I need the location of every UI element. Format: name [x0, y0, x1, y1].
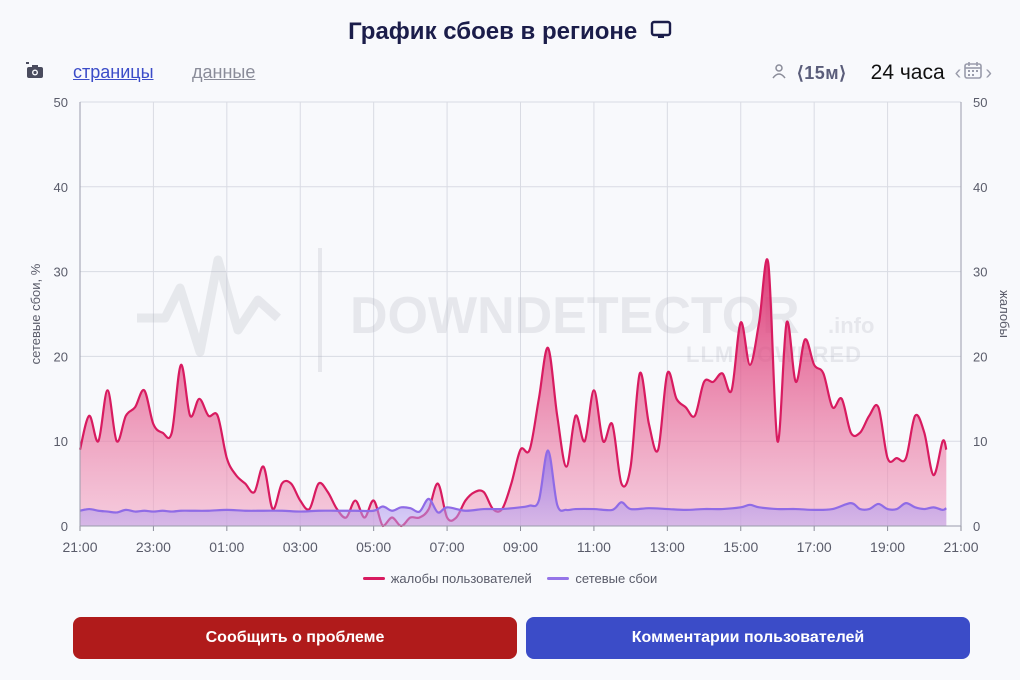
page-title-text: График сбоев в регионе [348, 18, 638, 45]
x-tick-label: 09:00 [503, 539, 538, 555]
time-controls: ⟨15м⟩ 24 часа ‹ › [771, 60, 992, 86]
series-layer [78, 258, 948, 528]
chevron-left-icon[interactable]: ‹ [954, 61, 962, 84]
y-tick-label-left: 20 [54, 349, 68, 364]
y-tick-label-left: 40 [54, 180, 68, 195]
watermark-suffix: .info [828, 313, 874, 338]
x-tick-label: 13:00 [650, 539, 685, 555]
y-tick-label-right: 30 [973, 265, 987, 280]
x-tick-label: 07:00 [430, 539, 465, 555]
pages-link[interactable]: страницы [73, 62, 154, 82]
user-icon[interactable] [771, 63, 787, 84]
watermark-brand: DOWNDETECTOR [350, 287, 800, 345]
watermark: DOWNDETECTOR .info LLM POWERED [137, 248, 874, 372]
series-line-complaints [78, 258, 948, 528]
legend-label-complaints: жалобы пользователей [390, 571, 532, 586]
x-tick-label: 03:00 [283, 539, 318, 555]
y-tick-label-left: 30 [54, 265, 68, 280]
axes-layer: 0 0 10 10 20 20 30 30 40 40 50 50 21:00 23:00 01:00 03:… [28, 95, 1012, 555]
x-tick-label: 01:00 [209, 539, 244, 555]
toolbar: страницы данные ⟨15м⟩ 24 часа ‹ › [0, 60, 1020, 86]
x-tick-label: 17:00 [797, 539, 832, 555]
monitor-icon [650, 19, 672, 47]
range-label[interactable]: 24 часа [870, 61, 945, 84]
x-tick-label: 11:00 [577, 539, 611, 555]
report-problem-button[interactable]: Сообщить о проблеме [73, 617, 517, 659]
y-tick-label-left: 0 [61, 519, 68, 534]
data-link[interactable]: данные [192, 62, 256, 82]
y-tick-label-left: 50 [54, 95, 68, 110]
y-tick-label-left: 10 [54, 434, 68, 449]
x-tick-label: 19:00 [870, 539, 905, 555]
legend-item-complaints[interactable]: жалобы пользователей [362, 571, 532, 586]
calendar-icon[interactable] [963, 60, 983, 86]
y-tick-label-right: 20 [973, 349, 987, 364]
interval-selector[interactable]: ⟨15м⟩ [796, 62, 847, 83]
y-tick-label-right: 10 [973, 434, 987, 449]
page-title: График сбоев в регионе [0, 18, 1020, 47]
y-tick-label-right: 50 [973, 95, 987, 110]
legend-item-failures[interactable]: сетевые сбои [547, 571, 657, 586]
y-axis-title-left: сетевые сбои, % [28, 263, 43, 364]
series-line-failures [79, 449, 947, 514]
series-area-failures [80, 450, 947, 526]
chevron-right-icon[interactable]: › [985, 61, 992, 84]
user-comments-button[interactable]: Комментарии пользователей [526, 617, 970, 659]
date-nav: ‹ › [955, 60, 992, 86]
legend-swatch-failures [547, 577, 570, 580]
x-tick-label: 23:00 [136, 539, 171, 555]
x-tick-label: 21:00 [943, 539, 978, 555]
x-tick-label: 05:00 [356, 539, 391, 555]
outage-chart: DOWNDETECTOR .info LLM POWERED 0 0 10 10 20 2… [28, 95, 1012, 555]
y-axis-title-right: жалобы [997, 290, 1012, 338]
legend-label-failures: сетевые сбои [575, 571, 658, 586]
x-tick-label: 21:00 [62, 539, 97, 555]
y-tick-label-right: 40 [973, 180, 987, 195]
camera-icon[interactable] [26, 62, 44, 85]
y-tick-label-right: 0 [973, 519, 980, 534]
series-area-complaints [80, 259, 947, 526]
chart-legend: жалобы пользователей сетевые сбои [0, 568, 1020, 586]
x-tick-label: 15:00 [723, 539, 758, 555]
legend-swatch-complaints [362, 577, 385, 580]
